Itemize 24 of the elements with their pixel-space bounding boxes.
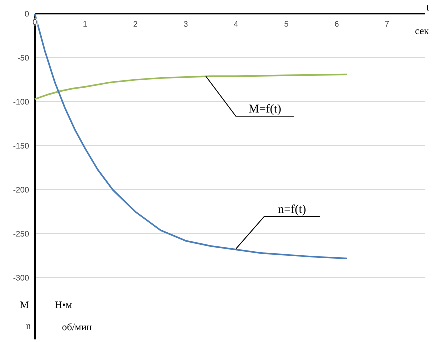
y-tick-label: -150 (14, 143, 30, 149)
annotation: сек (416, 30, 430, 34)
text: M (20, 302, 29, 308)
annotation: M=f(t) (249, 104, 281, 116)
x-tick-label: 0 (33, 19, 37, 26)
y-tick-label: -100 (14, 99, 30, 105)
y-tick-label: -250 (14, 231, 30, 237)
x-tick-label: 3 (184, 21, 188, 27)
y-tick-label: -200 (14, 187, 30, 193)
text: n (26, 324, 32, 330)
x-tick-label: 1 (84, 21, 88, 27)
line-series (34, 74, 348, 100)
annotation: об/мин (62, 323, 92, 331)
x-tick-label: 7 (385, 21, 390, 27)
x-tick-label: 4 (234, 21, 238, 27)
x-tick-label: 5 (284, 21, 288, 27)
x-tick-label: 6 (335, 21, 339, 27)
annotation: Н•м (55, 302, 72, 308)
x-axis-title: t (426, 5, 430, 11)
y-tick-label: -50 (18, 55, 30, 61)
annotation: n=f(t) (278, 204, 306, 216)
x-tick-label: 2 (134, 21, 138, 27)
y-tick-label: -300 (14, 275, 30, 281)
y-tick-label: 0 (25, 11, 30, 17)
